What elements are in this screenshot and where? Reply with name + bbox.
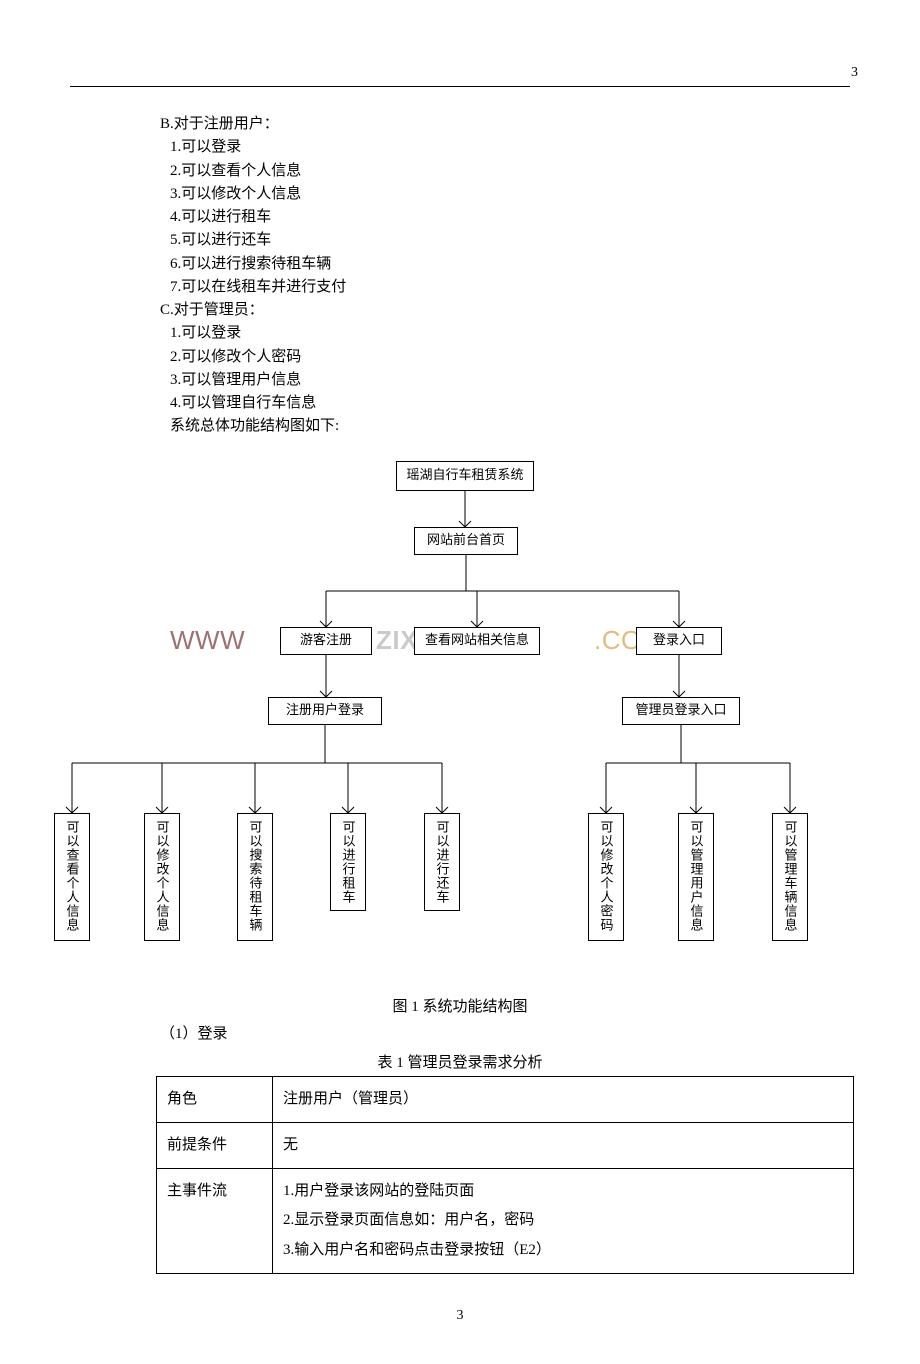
tree-leaf: 可以查看个人信息 <box>54 813 90 941</box>
figure-caption: 图 1 系统功能结构图 <box>70 995 850 1016</box>
table-cell-value: 注册用户（管理员） <box>273 1076 854 1122</box>
login-requirements-table: 角色 注册用户（管理员） 前提条件 无 主事件流 1.用户登录该网站的登陆页面 … <box>156 1076 854 1274</box>
text-line: B.对于注册用户： <box>160 113 830 136</box>
table-cell-line: 2.显示登录页面信息如：用户名，密码 <box>283 1206 843 1235</box>
tree-leaf: 可以修改个人信息 <box>144 813 180 941</box>
tree-node: 网站前台首页 <box>414 527 518 555</box>
tree-leaf: 可以搜索待租车辆 <box>237 813 273 941</box>
tree-leaf: 可以进行租车 <box>330 813 366 911</box>
text-line: 6.可以进行搜索待租车辆 <box>160 253 830 276</box>
system-function-tree: WWW ZIXI .CO 瑶湖自行车租赁系统网站前台首页游客注册查看网站相关信息… <box>54 461 834 991</box>
text-line: 7.可以在线租车并进行支付 <box>160 276 830 299</box>
text-line: 1.可以登录 <box>160 136 830 159</box>
tree-leaf: 可以修改个人密码 <box>588 813 624 941</box>
watermark-text: WW <box>170 625 220 655</box>
page-number-bottom: 3 <box>70 1308 850 1324</box>
tree-leaf: 可以管理用户信息 <box>678 813 714 941</box>
watermark-left: WWW <box>170 625 245 656</box>
text-line: C.对于管理员： <box>160 299 830 322</box>
text-line: 3.可以管理用户信息 <box>160 369 830 392</box>
table-cell-line: 3.输入用户名和密码点击登录按钮（E2） <box>283 1236 843 1265</box>
text-line: 1.可以登录 <box>160 322 830 345</box>
watermark-text: W <box>220 625 245 655</box>
text-line: 4.可以进行租车 <box>160 206 830 229</box>
tree-node: 登录入口 <box>636 627 722 655</box>
body-text: B.对于注册用户： 1.可以登录 2.可以查看个人信息 3.可以修改个人信息 4… <box>70 113 850 439</box>
tree-leaf: 可以管理车辆信息 <box>772 813 808 941</box>
text-line: 2.可以修改个人密码 <box>160 346 830 369</box>
page-number-top: 3 <box>851 65 858 81</box>
tree-node: 查看网站相关信息 <box>414 627 540 655</box>
table-cell-line: 1.用户登录该网站的登陆页面 <box>283 1177 843 1206</box>
table-cell-label: 主事件流 <box>157 1169 273 1274</box>
watermark-text: .C <box>594 625 621 655</box>
table-row: 前提条件 无 <box>157 1122 854 1168</box>
tree-node: 注册用户登录 <box>268 697 382 725</box>
text-line: 4.可以管理自行车信息 <box>160 392 830 415</box>
table-cell-label: 角色 <box>157 1076 273 1122</box>
text-line: 5.可以进行还车 <box>160 229 830 252</box>
tree-node: 管理员登录入口 <box>622 697 740 725</box>
table-cell-value: 无 <box>273 1122 854 1168</box>
header-rule <box>70 86 850 87</box>
table-cell-value: 1.用户登录该网站的登陆页面 2.显示登录页面信息如：用户名，密码 3.输入用户… <box>273 1169 854 1274</box>
table-cell-label: 前提条件 <box>157 1122 273 1168</box>
tree-node: 游客注册 <box>280 627 372 655</box>
tree-node: 瑶湖自行车租赁系统 <box>396 461 534 491</box>
document-page: 3 B.对于注册用户： 1.可以登录 2.可以查看个人信息 3.可以修改个人信息… <box>0 0 920 1364</box>
watermark-right: .CO <box>594 625 642 656</box>
text-line: 2.可以查看个人信息 <box>160 160 830 183</box>
table-row: 主事件流 1.用户登录该网站的登陆页面 2.显示登录页面信息如：用户名，密码 3… <box>157 1169 854 1274</box>
section-heading: （1）登录 <box>70 1022 850 1043</box>
tree-leaf: 可以进行还车 <box>424 813 460 911</box>
text-line: 系统总体功能结构图如下: <box>160 415 830 438</box>
text-line: 3.可以修改个人信息 <box>160 183 830 206</box>
table-caption: 表 1 管理员登录需求分析 <box>70 1051 850 1072</box>
table-row: 角色 注册用户（管理员） <box>157 1076 854 1122</box>
